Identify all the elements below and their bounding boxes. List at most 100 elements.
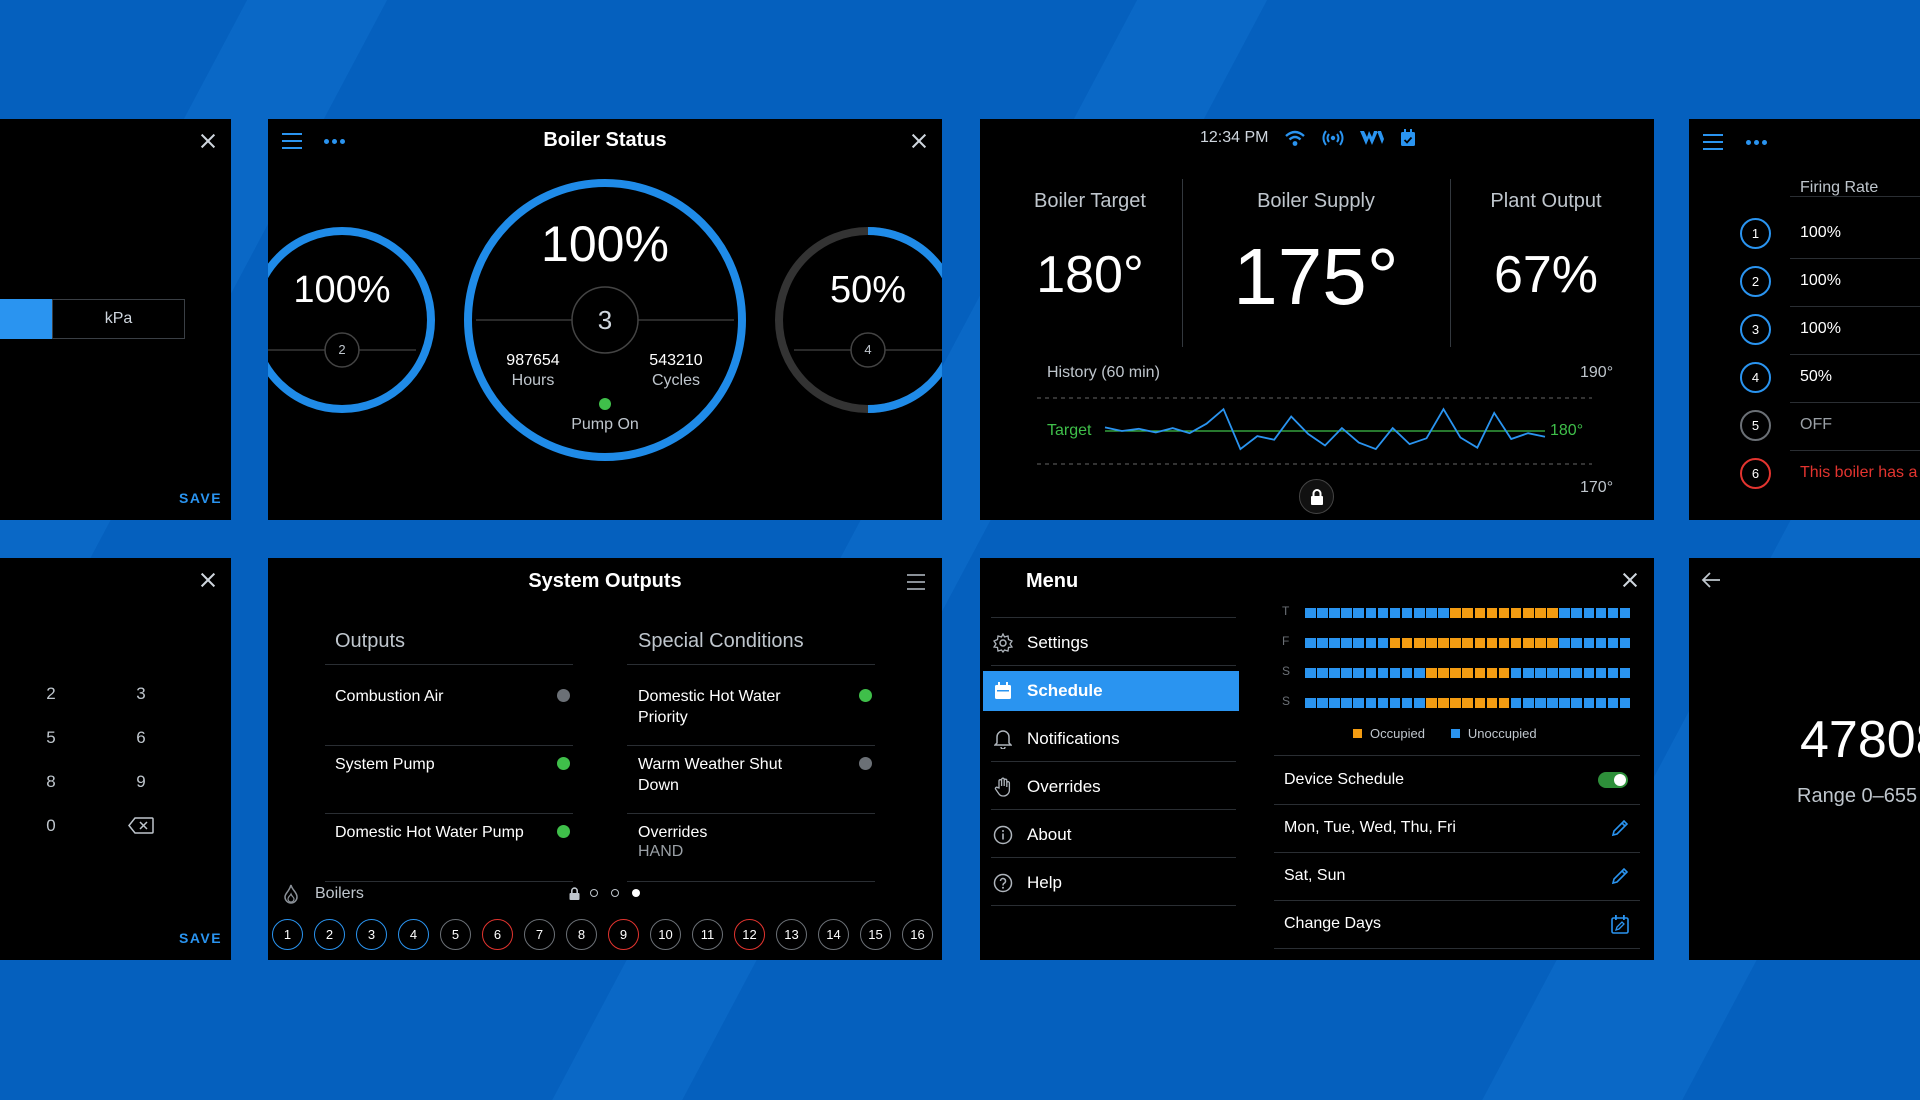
schedule-day-bar[interactable]	[1305, 638, 1632, 648]
menu-item-about[interactable]: About	[983, 815, 1239, 855]
boiler-button-12[interactable]: 12	[734, 919, 765, 950]
value-bar[interactable]	[0, 299, 52, 339]
occupied-segment	[1426, 638, 1437, 648]
boiler-number-badge[interactable]: 5	[1740, 410, 1771, 441]
unoccupied-segment	[1547, 698, 1558, 708]
occupied-segment	[1486, 608, 1498, 618]
unoccupied-segment	[1353, 698, 1364, 708]
boiler-button-13[interactable]: 13	[776, 919, 807, 950]
device-schedule-toggle[interactable]	[1598, 772, 1628, 788]
menu-item-schedule[interactable]: Schedule	[983, 671, 1239, 711]
unoccupied-segment	[1414, 698, 1425, 708]
panel-title: Boiler Status	[543, 129, 667, 151]
schedule-day-bar[interactable]	[1305, 608, 1632, 618]
boiler-button-4[interactable]: 4	[398, 919, 429, 950]
menu-item-settings[interactable]: Settings	[983, 623, 1239, 663]
unoccupied-segment	[1377, 698, 1389, 708]
special-condition-label: Domestic Hot Water Priority	[638, 688, 781, 726]
list-icon[interactable]	[1703, 134, 1723, 155]
unoccupied-segment	[1559, 668, 1570, 678]
key-5[interactable]: 5	[46, 728, 56, 747]
close-icon[interactable]	[198, 570, 218, 590]
boiler-button-15[interactable]: 15	[860, 919, 891, 950]
save-button[interactable]: SAVE	[179, 930, 223, 946]
schedule-setting-row[interactable]: Sat, Sun	[1274, 852, 1640, 900]
pencil-icon[interactable]	[1610, 866, 1630, 886]
schedule-setting-row[interactable]: Change Days	[1274, 900, 1640, 948]
unoccupied-segment	[1595, 608, 1607, 618]
unoccupied-segment	[1619, 638, 1631, 648]
divider	[1450, 179, 1451, 347]
more-icon[interactable]	[324, 139, 345, 144]
menu-item-notifications[interactable]: Notifications	[983, 719, 1239, 759]
key-9[interactable]: 9	[136, 772, 146, 791]
unoccupied-segment	[1619, 698, 1631, 708]
boiler-number-badge[interactable]: 4	[1740, 362, 1771, 393]
divider	[325, 664, 573, 665]
menu-item-label: Notifications	[1027, 729, 1120, 748]
unoccupied-segment	[1305, 668, 1316, 678]
backspace-icon[interactable]	[128, 817, 154, 834]
keypad-panel: 2 3 5 6 8 9 0 SAVE	[0, 558, 231, 960]
more-icon[interactable]	[1746, 140, 1767, 145]
unoccupied-segment	[1571, 608, 1582, 618]
boiler-number-badge[interactable]: 2	[1740, 266, 1771, 297]
menu-item-help[interactable]: Help	[983, 863, 1239, 903]
close-icon[interactable]	[1620, 570, 1640, 590]
occupied-segment	[1462, 668, 1473, 678]
lock-button[interactable]	[1299, 479, 1334, 514]
right-gauge-value: 50%	[829, 269, 907, 311]
pencil-icon[interactable]	[1610, 818, 1630, 838]
page-dot-active[interactable]	[632, 889, 640, 897]
schedule-day-bar[interactable]	[1305, 668, 1632, 678]
boiler-number-badge[interactable]: 1	[1740, 218, 1771, 249]
key-8[interactable]: 8	[46, 772, 56, 791]
key-2[interactable]: 2	[46, 684, 56, 703]
save-button[interactable]: SAVE	[179, 490, 223, 506]
boiler-button-3[interactable]: 3	[356, 919, 387, 950]
boiler-button-11[interactable]: 11	[692, 919, 723, 950]
boiler-button-7[interactable]: 7	[524, 919, 555, 950]
unoccupied-segment	[1353, 638, 1364, 648]
boiler-button-1[interactable]: 1	[272, 919, 303, 950]
key-0[interactable]: 0	[46, 816, 56, 835]
boiler-button-2[interactable]: 2	[314, 919, 345, 950]
divider	[1274, 852, 1640, 853]
unoccupied-segment	[1329, 608, 1340, 618]
schedule-setting-row[interactable]: Mon, Tue, Wed, Thu, Fri	[1274, 804, 1640, 852]
boiler-number-badge[interactable]: 3	[1740, 314, 1771, 345]
close-icon[interactable]	[198, 131, 218, 151]
boiler-button-9[interactable]: 9	[608, 919, 639, 950]
occupied-segment	[1474, 698, 1486, 708]
boiler-button-6[interactable]: 6	[482, 919, 513, 950]
unit-field[interactable]: kPa	[52, 299, 185, 339]
boiler-button-14[interactable]: 14	[818, 919, 849, 950]
outputs-header: Outputs	[335, 630, 406, 652]
page-dot[interactable]	[611, 889, 619, 897]
unoccupied-segment	[1619, 608, 1631, 618]
occupied-segment	[1498, 668, 1510, 678]
boiler-button-8[interactable]: 8	[566, 919, 597, 950]
boiler-button-5[interactable]: 5	[440, 919, 471, 950]
schedule-day-bar[interactable]	[1305, 698, 1632, 708]
unoccupied-segment	[1389, 608, 1401, 618]
key-6[interactable]: 6	[136, 728, 146, 747]
menu-item-overrides[interactable]: Overrides	[983, 767, 1239, 807]
list-icon[interactable]	[282, 133, 302, 154]
hamburger-icon[interactable]	[907, 574, 925, 595]
boiler-button-16[interactable]: 16	[902, 919, 933, 950]
schedule-setting-row[interactable]: Device Schedule	[1274, 756, 1640, 804]
unoccupied-segment	[1365, 608, 1377, 618]
key-3[interactable]: 3	[136, 684, 146, 703]
unoccupied-segment	[1607, 638, 1619, 648]
divider	[627, 745, 875, 746]
page-dot[interactable]	[590, 889, 598, 897]
boiler-number: 11	[700, 927, 715, 942]
boiler-button-10[interactable]: 10	[650, 919, 681, 950]
occupied-segment	[1535, 608, 1546, 618]
boiler-number-badge[interactable]: 6	[1740, 458, 1771, 489]
legend-unoccupied: Unoccupied	[1467, 726, 1537, 741]
back-arrow-icon[interactable]	[1701, 571, 1721, 589]
calendar-edit-icon[interactable]	[1610, 914, 1630, 934]
divider	[991, 905, 1236, 906]
